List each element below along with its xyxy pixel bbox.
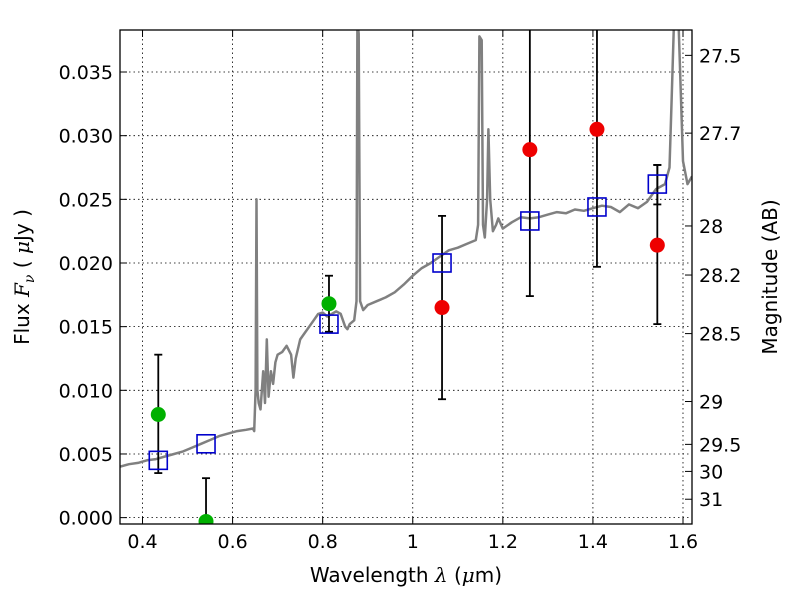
red-data-point [649, 237, 665, 253]
model-photometry-square [196, 433, 216, 454]
model-photometry-square [319, 314, 339, 334]
model-photometry-square [520, 211, 540, 231]
y2-tick-label: 28 [699, 216, 723, 238]
y2-tick-label: 31 [699, 489, 723, 511]
x-tick-label: 0.4 [127, 531, 157, 553]
model-photometry-square [587, 197, 607, 217]
green-data-point [150, 407, 166, 423]
red-data-point [522, 142, 538, 158]
y-tick-label: 0.010 [59, 380, 113, 402]
y2-tick-label: 29.5 [699, 434, 741, 456]
model-photometry-square [148, 450, 169, 471]
y2-tick-label: 27.7 [699, 123, 741, 145]
x-tick-label: 1 [407, 531, 419, 553]
green-data-point [198, 513, 214, 524]
y2-tick-label: 27.5 [699, 45, 741, 67]
y-tick-label: 0.020 [59, 253, 113, 275]
x-tick-label: 1.4 [578, 531, 608, 553]
y-tick-label: 0.025 [59, 189, 113, 211]
x-tick-label: 1.2 [488, 531, 518, 553]
y2-tick-label: 30 [699, 461, 723, 483]
x-tick-label: 1.6 [668, 531, 698, 553]
y2-tick-label: 29 [699, 392, 723, 414]
y-tick-label: 0.005 [59, 444, 113, 466]
green-data-point [321, 296, 337, 312]
y2-tick-label: 28.5 [699, 324, 741, 346]
y2-axis-title: Magnitude (AB) [758, 199, 782, 354]
x-axis-title: Wavelength λ (μm) [310, 563, 502, 587]
y-tick-label: 0.015 [59, 317, 113, 339]
data-series [120, 30, 692, 524]
red-data-point [589, 121, 605, 137]
red-data-point [434, 300, 450, 316]
y-tick-label: 0.035 [59, 62, 113, 84]
model-photometry-square [432, 253, 452, 273]
model-spectrum-line [120, 30, 692, 468]
y-tick-label: 0.000 [59, 508, 113, 530]
plot-frame [119, 29, 693, 525]
x-tick-label: 0.8 [308, 531, 338, 553]
y2-tick-label: 28.2 [699, 265, 741, 287]
y-axis-title: Flux Fν ( μJy ) [10, 209, 38, 345]
axis-ticks: 0.4 0.6 0.8 1 1.2 1.4 1.6 0.000 0.005 0.010 0.015 0… [59, 30, 741, 553]
model-photometry-square [647, 174, 668, 194]
x-tick-label: 0.6 [217, 531, 247, 553]
y-tick-label: 0.030 [59, 126, 113, 148]
grid-lines [120, 30, 692, 524]
